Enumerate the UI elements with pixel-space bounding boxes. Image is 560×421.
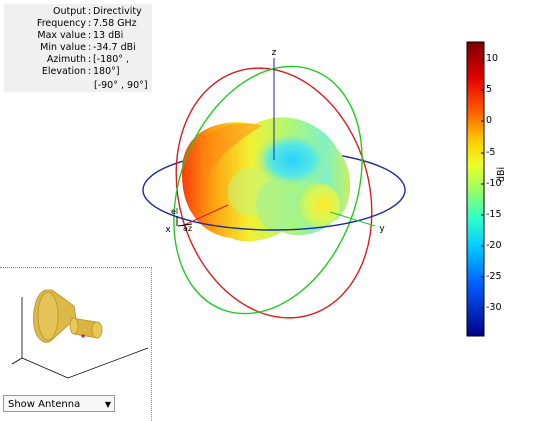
x-axis-line	[181, 204, 229, 227]
info-label: Azimuth	[46, 54, 86, 65]
chevron-down-icon[interactable]: ▼	[104, 400, 111, 409]
info-value: -34.7 dBi	[93, 42, 136, 53]
colorbar-tick-label: 10	[486, 53, 499, 64]
colorbar-tick-label: -30	[486, 302, 502, 313]
feed-point	[81, 334, 85, 338]
info-label: Frequency	[36, 18, 86, 29]
info-row-elevation: Elevation : 180°]	[41, 66, 120, 77]
info-value: Directivity	[93, 6, 142, 17]
info-row-frequency: Frequency : 7.58 GHz	[36, 18, 137, 29]
antenna-inset-panel	[0, 267, 152, 421]
colorbar-tick-label: 5	[486, 84, 493, 95]
antenna-preview	[11, 289, 149, 379]
info-value: 13 dBi	[93, 30, 124, 41]
info-elevation-range: [-90° , 90°]	[94, 80, 148, 91]
info-row-output: Output : Directivity	[53, 6, 142, 17]
colorbar-tick-label: -15	[486, 209, 502, 220]
info-value: 7.58 GHz	[93, 18, 137, 29]
colorbar-tick-label: -25	[486, 271, 502, 282]
azimuth-marker-label: az	[183, 224, 192, 233]
show-antenna-dropdown[interactable]: Show Antenna ▼	[3, 395, 115, 412]
colorbar-gradient	[466, 41, 485, 337]
y-axis-label: y	[379, 224, 385, 234]
inset-axes	[21, 297, 149, 379]
colorbar-tick-label: -10	[486, 178, 502, 189]
colorbar-tick-label: -5	[486, 147, 496, 158]
colorbar-tick-marks	[481, 58, 484, 309]
azimuth-ring-front	[142, 189, 406, 231]
dropdown-selected-value: Show Antenna	[8, 399, 81, 410]
info-row-max-value: Max value : 13 dBi	[37, 30, 124, 41]
pattern-rings	[142, 65, 406, 319]
y-axis-line	[329, 211, 376, 227]
z-axis-label: z	[272, 48, 277, 58]
info-row-min-value: Min value : -34.7 dBi	[40, 42, 136, 53]
info-value: [-180° ,	[93, 54, 130, 65]
info-label: Elevation	[41, 66, 86, 77]
coordinate-axes: z x y el az	[165, 48, 385, 235]
elevation-marker-label: el	[171, 207, 178, 216]
colorbar-tick-label: 0	[486, 115, 493, 126]
radiation-lobe	[181, 117, 351, 242]
azimuth-marker-line	[177, 223, 193, 227]
colorbar	[466, 41, 485, 337]
pattern-info-panel: Output : Directivity Frequency : 7.58 GH…	[4, 4, 152, 92]
info-row-azimuth: Azimuth : [-180° ,	[46, 54, 130, 65]
info-label: Output	[53, 6, 86, 17]
elevation-ring-green	[173, 65, 363, 315]
info-label: Min value	[40, 42, 86, 53]
info-value: 180°]	[93, 66, 120, 77]
x-axis-label: x	[165, 225, 171, 235]
colorbar-tick-label: -20	[486, 240, 502, 251]
colorbar-unit-label: dBi	[496, 166, 507, 182]
info-label: Max value	[37, 30, 86, 41]
